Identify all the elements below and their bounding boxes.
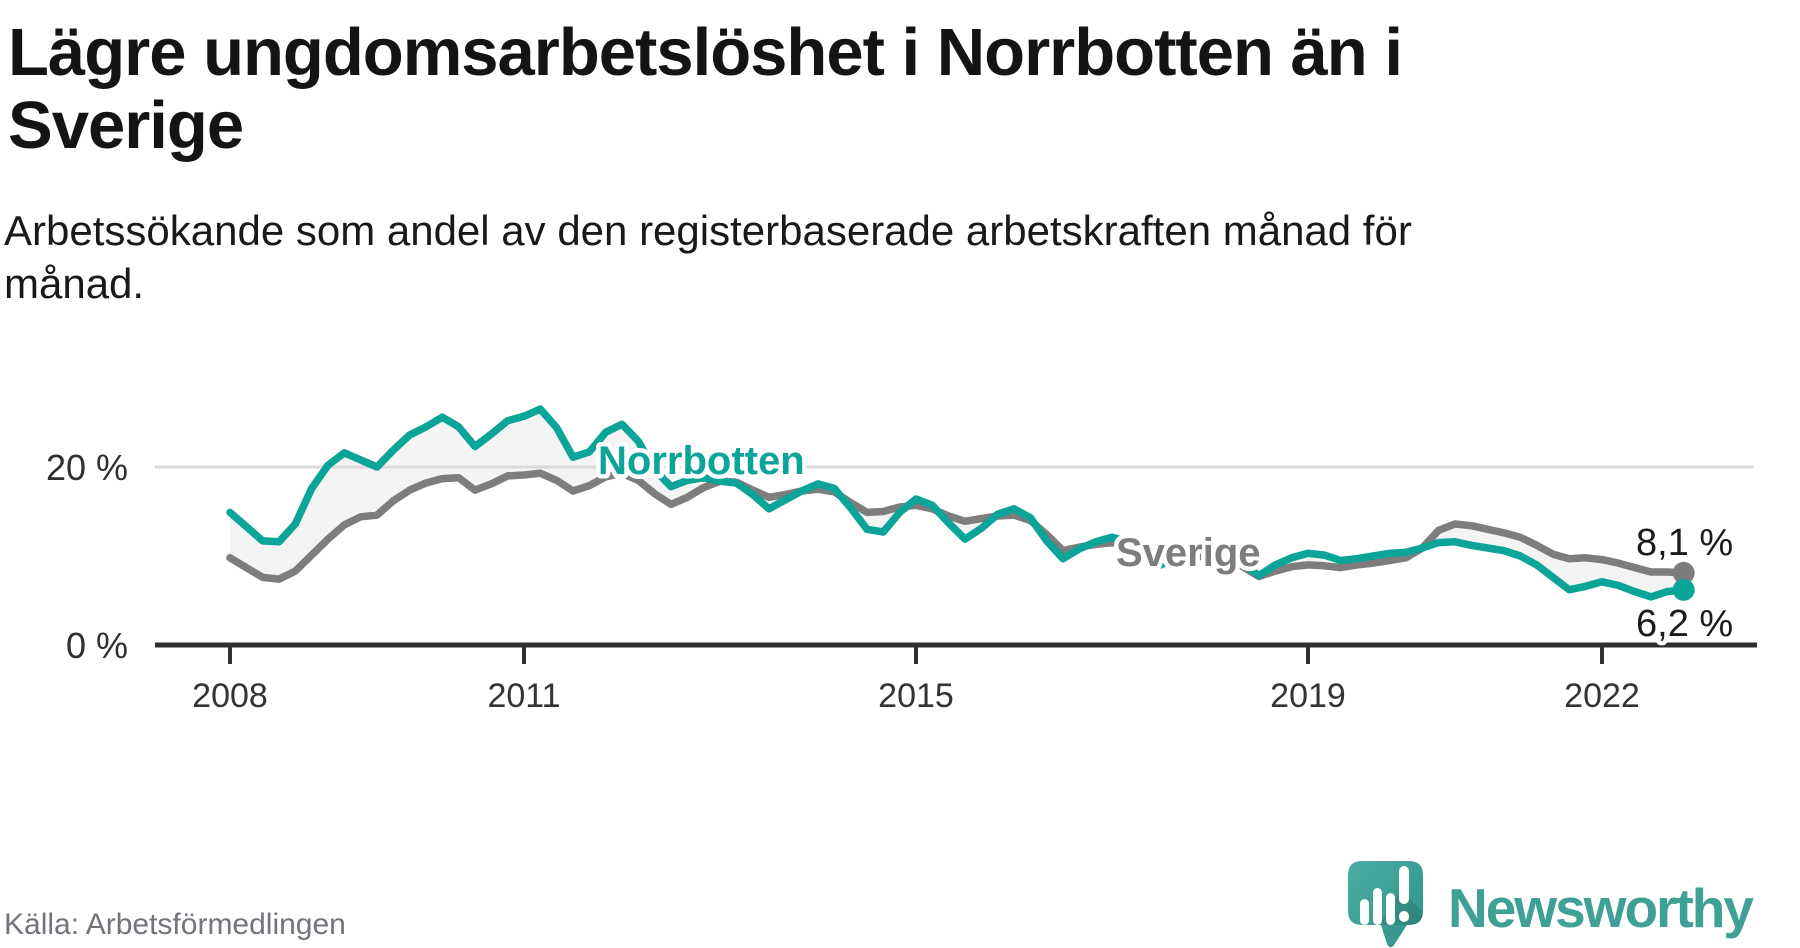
logo-bar-chart-icon: [1360, 866, 1409, 925]
page-title: Lägre ungdomsarbetslöshet i Norrbotten ä…: [8, 16, 1648, 162]
y-axis-label-20: 20 %: [46, 447, 128, 488]
page-title-line-2: Sverige: [8, 88, 244, 163]
end-dot-sverige: [1672, 561, 1695, 584]
x-tick-label-2011: 2011: [487, 677, 560, 715]
page-subtitle: Arbetssökande som andel av den registerb…: [4, 204, 1564, 310]
source-note: Källa: Arbetsförmedlingen: [4, 908, 346, 941]
end-value-label-sverige: 8,1 %: [1636, 522, 1733, 564]
newsworthy-logo-icon: [1348, 861, 1423, 948]
page-subtitle-line-1: Arbetssökande som andel av den registerb…: [4, 207, 1412, 254]
x-axis-labels: 2008 2011 2015 2019 2022: [192, 677, 1640, 715]
page-title-line-1: Lägre ungdomsarbetslöshet i Norrbotten ä…: [8, 15, 1403, 90]
y-axis-label-0: 0 %: [66, 625, 128, 666]
x-tick-label-2019: 2019: [1270, 677, 1346, 715]
newsworthy-wordmark: Newsworthy: [1448, 877, 1754, 939]
x-tick-label-2022: 2022: [1564, 677, 1640, 715]
line-norrbotten: [226, 405, 1688, 601]
end-dot-norrbotten: [1672, 578, 1695, 601]
x-tick-label-2008: 2008: [192, 677, 268, 715]
x-axis-ticks: [228, 645, 1604, 664]
x-tick-label-2015: 2015: [878, 677, 954, 715]
series-label-norrbotten: Norrbotten: [598, 439, 805, 483]
line-sverige: [226, 469, 1688, 583]
y-axis-labels: 20 % 0 %: [46, 447, 128, 666]
end-value-label-norrbotten: 6,2 %: [1636, 603, 1733, 645]
page-subtitle-line-2: månad.: [4, 260, 145, 307]
series-label-sverige: Sverige: [1116, 531, 1261, 575]
area-between-series: [230, 409, 1684, 597]
